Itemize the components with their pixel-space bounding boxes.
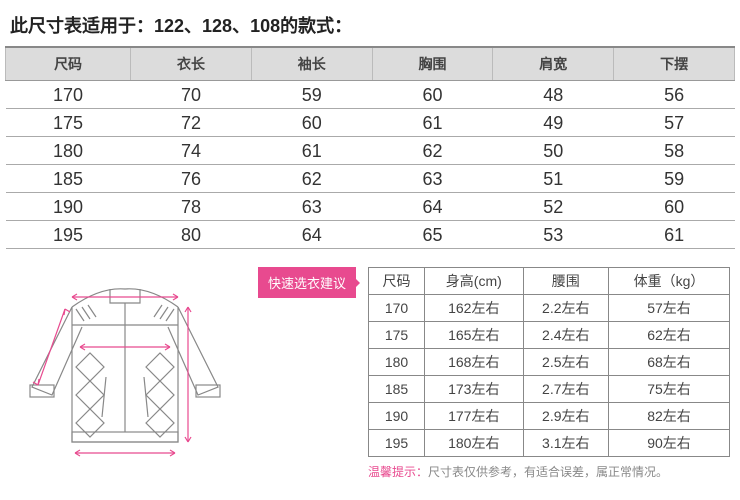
footnote: 温馨提示：尺寸表仅供参考，有适合误差，属正常情况。 [368,463,730,480]
table-cell: 61 [372,109,493,137]
table-cell: 59 [251,81,372,109]
main-col-header: 下摆 [614,47,735,81]
table-cell: 177左右 [425,403,523,430]
table-cell: 90左右 [609,430,730,457]
table-cell: 76 [131,165,252,193]
table-cell: 190 [369,403,425,430]
table-cell: 75左右 [609,376,730,403]
footnote-text: 尺寸表仅供参考，有适合误差，属正常情况。 [428,465,668,479]
table-cell: 60 [251,109,372,137]
table-cell: 50 [493,137,614,165]
table-row: 185173左右2.7左右75左右 [369,376,730,403]
table-row: 195180左右3.1左右90左右 [369,430,730,457]
table-cell: 65 [372,221,493,249]
table-cell: 70 [131,81,252,109]
table-cell: 195 [369,430,425,457]
table-cell: 57左右 [609,295,730,322]
table-cell: 49 [493,109,614,137]
table-cell: 52 [493,193,614,221]
table-row: 170162左右2.2左右57左右 [369,295,730,322]
table-cell: 62左右 [609,322,730,349]
table-row: 1857662635159 [6,165,735,193]
table-cell: 68左右 [609,349,730,376]
table-cell: 63 [372,165,493,193]
table-cell: 2.5左右 [523,349,609,376]
table-cell: 175 [369,322,425,349]
table-row: 1907863645260 [6,193,735,221]
main-col-header: 袖长 [251,47,372,81]
table-cell: 56 [614,81,735,109]
table-cell: 185 [6,165,131,193]
table-cell: 2.7左右 [523,376,609,403]
table-cell: 61 [614,221,735,249]
table-cell: 57 [614,109,735,137]
table-cell: 195 [6,221,131,249]
table-cell: 60 [614,193,735,221]
suggestion-tag: 快速选衣建议 [258,267,356,298]
suggestion-table: 尺码身高(cm)腰围体重（kg） 170162左右2.2左右57左右175165… [368,267,730,457]
table-cell: 59 [614,165,735,193]
table-cell: 58 [614,137,735,165]
table-cell: 61 [251,137,372,165]
table-row: 175165左右2.4左右62左右 [369,322,730,349]
table-cell: 62 [251,165,372,193]
table-cell: 64 [251,221,372,249]
table-row: 1707059604856 [6,81,735,109]
table-row: 1958064655361 [6,221,735,249]
table-cell: 180 [369,349,425,376]
table-cell: 180左右 [425,430,523,457]
table-cell: 63 [251,193,372,221]
table-cell: 168左右 [425,349,523,376]
small-col-header: 身高(cm) [425,268,523,295]
main-size-table: 尺码衣长袖长胸围肩宽下摆 170705960485617572606149571… [5,46,735,249]
jacket-icon [10,267,240,467]
table-cell: 170 [369,295,425,322]
page-title: 此尺寸表适用于：122、128、108的款式： [0,0,740,46]
table-cell: 48 [493,81,614,109]
main-col-header: 胸围 [372,47,493,81]
table-row: 190177左右2.9左右82左右 [369,403,730,430]
table-cell: 173左右 [425,376,523,403]
table-cell: 53 [493,221,614,249]
table-row: 180168左右2.5左右68左右 [369,349,730,376]
main-col-header: 衣长 [131,47,252,81]
table-cell: 72 [131,109,252,137]
table-cell: 74 [131,137,252,165]
table-cell: 62 [372,137,493,165]
table-cell: 64 [372,193,493,221]
table-cell: 51 [493,165,614,193]
main-col-header: 尺码 [6,47,131,81]
table-cell: 2.9左右 [523,403,609,430]
table-cell: 60 [372,81,493,109]
small-col-header: 尺码 [369,268,425,295]
table-cell: 175 [6,109,131,137]
table-row: 1807461625058 [6,137,735,165]
table-cell: 80 [131,221,252,249]
table-cell: 2.2左右 [523,295,609,322]
footnote-label: 温馨提示： [368,465,428,479]
table-cell: 190 [6,193,131,221]
small-col-header: 体重（kg） [609,268,730,295]
table-cell: 162左右 [425,295,523,322]
table-cell: 82左右 [609,403,730,430]
table-row: 1757260614957 [6,109,735,137]
table-cell: 2.4左右 [523,322,609,349]
table-cell: 3.1左右 [523,430,609,457]
jacket-diagram: 快速选衣建议 [10,267,300,480]
table-cell: 165左右 [425,322,523,349]
main-col-header: 肩宽 [493,47,614,81]
table-cell: 78 [131,193,252,221]
table-cell: 180 [6,137,131,165]
table-cell: 185 [369,376,425,403]
small-col-header: 腰围 [523,268,609,295]
table-cell: 170 [6,81,131,109]
